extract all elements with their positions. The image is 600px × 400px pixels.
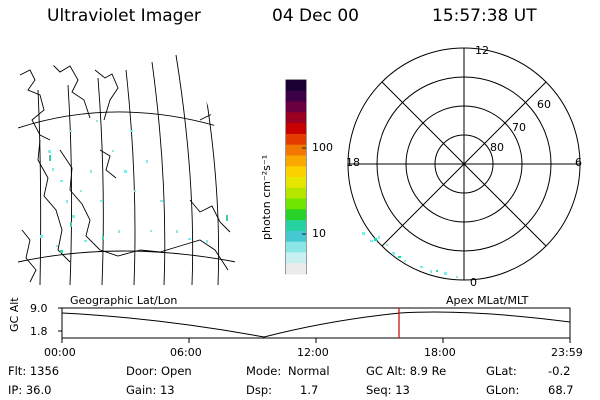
alt-tick-low: 1.8 — [30, 325, 48, 338]
colorbar-segment — [286, 198, 306, 210]
glon-value: 68.7 — [548, 383, 574, 397]
door-status: Door: Open — [126, 364, 192, 378]
mlt-label-6: 6 — [575, 156, 582, 169]
lat-label-70: 70 — [512, 121, 526, 134]
dsp-value: 1.7 — [300, 383, 319, 397]
dsp-label: Dsp: — [246, 383, 273, 397]
colorbar-tick-10: 10 — [312, 227, 326, 240]
colorbar-segment — [286, 101, 306, 113]
colorbar-segment — [286, 123, 306, 135]
date-label: 04 Dec 00 — [272, 6, 359, 26]
colorbar-segment — [286, 209, 306, 221]
colorbar-segment — [286, 90, 306, 103]
gain-value: Gain: 13 — [126, 383, 175, 397]
polar-aurora-dots — [362, 232, 458, 278]
instrument-title: Ultraviolet Imager — [47, 6, 201, 26]
flight-number: Flt: 1356 — [8, 364, 60, 378]
colorbar-segment — [286, 263, 306, 275]
colorbar-segment — [286, 144, 306, 156]
colorbar-segment — [286, 155, 306, 167]
mode-label: Mode: — [246, 364, 282, 378]
lat-label-60: 60 — [537, 98, 551, 111]
mode-value: Normal — [288, 364, 330, 378]
time-tick-0600: 06:00 — [170, 346, 202, 359]
gc-altitude: GC Alt: 8.9 Re — [366, 364, 447, 378]
glat-value: -0.2 — [548, 364, 571, 378]
altitude-track — [58, 307, 571, 343]
colorbar-unit-label: photon cm⁻²s⁻¹ — [260, 154, 273, 240]
colorbar-segment — [286, 241, 306, 253]
time-label: 15:57:38 UT — [432, 6, 537, 26]
colorbar-segment — [286, 220, 306, 232]
geographic-map — [18, 54, 236, 285]
time-tick-1800: 18:00 — [424, 346, 456, 359]
altitude-axis-label: GC Alt — [8, 297, 21, 332]
color-scale-bar — [285, 79, 307, 275]
colorbar-segment — [286, 187, 306, 200]
map-panel-label: Geographic Lat/Lon — [70, 294, 178, 307]
colorbar-segment — [286, 177, 306, 189]
time-tick-1200: 12:00 — [297, 346, 329, 359]
ip-value: IP: 36.0 — [8, 383, 52, 397]
time-tick-2359: 23:59 — [551, 346, 583, 359]
polar-panel-label: Apex MLat/MLT — [446, 294, 529, 307]
polar-plot — [347, 47, 581, 281]
glat-label: GLat: — [486, 364, 517, 378]
glon-label: GLon: — [486, 383, 520, 397]
colorbar-segment — [286, 133, 306, 146]
colorbar-segment — [286, 230, 306, 243]
mlt-label-18: 18 — [346, 156, 360, 169]
colorbar-segment — [286, 252, 306, 264]
mlt-label-0: 0 — [470, 276, 477, 289]
time-tick-0000: 00:00 — [44, 346, 76, 359]
colorbar-segment — [286, 166, 306, 178]
sequence-number: Seq: 13 — [366, 383, 410, 397]
colorbar-segment — [286, 112, 306, 124]
colorbar-tick-100: 100 — [312, 141, 333, 154]
colorbar-segment — [286, 80, 306, 92]
lat-label-80: 80 — [490, 141, 504, 154]
mlt-label-12: 12 — [475, 44, 489, 57]
alt-tick-high: 9.0 — [30, 302, 48, 315]
